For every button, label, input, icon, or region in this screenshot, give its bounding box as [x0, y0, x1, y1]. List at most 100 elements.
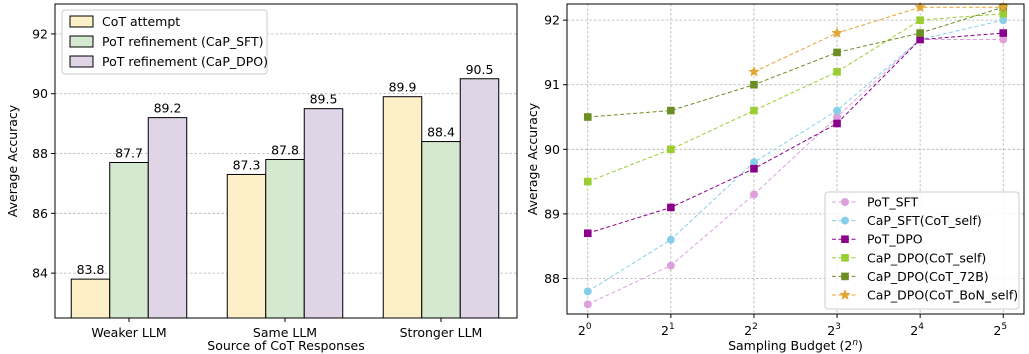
bar-value-label: 83.8 [77, 262, 105, 277]
data-point [999, 35, 1008, 44]
series-line [587, 13, 1004, 183]
data-point [749, 190, 758, 199]
y-tick-label: 84 [32, 266, 48, 281]
data-point [999, 9, 1008, 18]
series-line [587, 32, 1004, 234]
data-point [583, 113, 592, 121]
x-tick-exponent: 0 [586, 322, 592, 332]
plot-frame [566, 3, 1025, 315]
bar [109, 161, 149, 319]
data-point [750, 80, 758, 89]
x-tick-exponent: 4 [918, 322, 924, 332]
data-point [839, 289, 851, 300]
legend-label: CoT attempt [102, 14, 180, 29]
data-point [750, 164, 758, 173]
data-point [841, 216, 849, 225]
x-tick-label: Stronger LLM [400, 325, 483, 340]
bar [70, 278, 111, 319]
y-tick-label: 92 [544, 13, 560, 28]
y-tick-label: 90 [544, 142, 560, 157]
data-point [583, 177, 592, 186]
x-tick-label: 24 [910, 322, 924, 338]
bar-value-label: 89.2 [154, 101, 182, 116]
x-tick-base: 2 [827, 323, 835, 338]
data-point [916, 35, 924, 44]
legend-box [824, 191, 1020, 310]
y-axis-title: Average Accuracy [525, 102, 540, 215]
legend-label: PoT_DPO [867, 232, 923, 247]
data-point [833, 113, 842, 122]
bar-value-label: 87.3 [233, 157, 261, 172]
data-point [841, 272, 849, 281]
data-point [914, 1, 926, 13]
bar-value-label: 87.7 [115, 145, 143, 160]
legend-label: CaP_DPO(CoT_self) [867, 250, 986, 265]
data-point [841, 198, 849, 206]
legend-swatch [69, 15, 94, 28]
legend-swatch [69, 35, 94, 48]
x-tick-label: 23 [827, 322, 841, 338]
series-line [587, 6, 1004, 118]
legend-label: CaP_DPO(CoT_BoN_self) [867, 288, 1018, 303]
data-point [666, 235, 675, 244]
bar [226, 173, 267, 319]
x-axis-title: Sampling Budget (2n) [728, 338, 863, 353]
series-line [753, 6, 1004, 73]
data-point [583, 287, 592, 296]
y-tick-label: 91 [544, 77, 560, 92]
data-point [583, 229, 592, 238]
x-axis-title-end: ) [858, 338, 863, 353]
legend-label: CaP_DPO(CoT_72B) [867, 269, 989, 284]
x-tick-label: 20 [578, 322, 592, 338]
y-tick-label: 89 [544, 206, 560, 221]
data-point [833, 106, 842, 115]
bar-value-label: 88.4 [427, 125, 455, 140]
legend-label: CaP_SFT(CoT_self) [867, 213, 982, 228]
data-point [841, 254, 849, 262]
bar [421, 141, 461, 319]
bar [303, 108, 344, 319]
y-tick-label: 92 [32, 26, 48, 41]
y-axis-title: Average Accuracy [5, 104, 20, 217]
x-tick-base: 2 [578, 323, 586, 338]
y-tick-label: 88 [32, 146, 48, 161]
x-tick-exponent: 1 [669, 322, 675, 332]
data-point [583, 300, 592, 309]
data-point [841, 235, 849, 243]
plot-frame [54, 3, 518, 319]
data-point [667, 203, 675, 212]
data-point [666, 261, 675, 270]
legend-label: PoT refinement (CaP_DPO) [102, 54, 268, 69]
x-tick-label: Same LLM [253, 325, 317, 340]
x-tick-label: 22 [744, 322, 758, 338]
legend-swatch [69, 55, 94, 68]
data-point [999, 29, 1008, 37]
bar-value-label: 89.5 [310, 92, 338, 107]
y-tick-label: 90 [32, 86, 48, 101]
bar [265, 159, 305, 319]
bar-value-label: 87.8 [271, 143, 299, 158]
x-tick-exponent: 2 [752, 322, 758, 332]
series-line [587, 19, 1004, 292]
y-tick-label: 86 [32, 206, 48, 221]
data-point [831, 27, 843, 38]
x-tick-exponent: 3 [835, 322, 841, 332]
x-tick-base: 2 [744, 323, 752, 338]
data-point [833, 119, 841, 128]
data-point [997, 1, 1009, 13]
x-axis-title-sup: n [852, 338, 858, 348]
legend-box [61, 9, 268, 75]
data-point [750, 106, 758, 115]
bar [147, 117, 188, 319]
bar [382, 96, 423, 319]
x-axis-title-main: Sampling Budget (2 [728, 338, 852, 353]
data-point [916, 29, 924, 37]
series-line [587, 39, 1004, 305]
bar [459, 78, 500, 319]
bar-value-label: 89.9 [389, 80, 417, 95]
x-tick-exponent: 5 [1001, 322, 1007, 332]
legend-label: PoT refinement (CaP_SFT) [102, 34, 264, 49]
bar-value-label: 90.5 [466, 62, 494, 77]
